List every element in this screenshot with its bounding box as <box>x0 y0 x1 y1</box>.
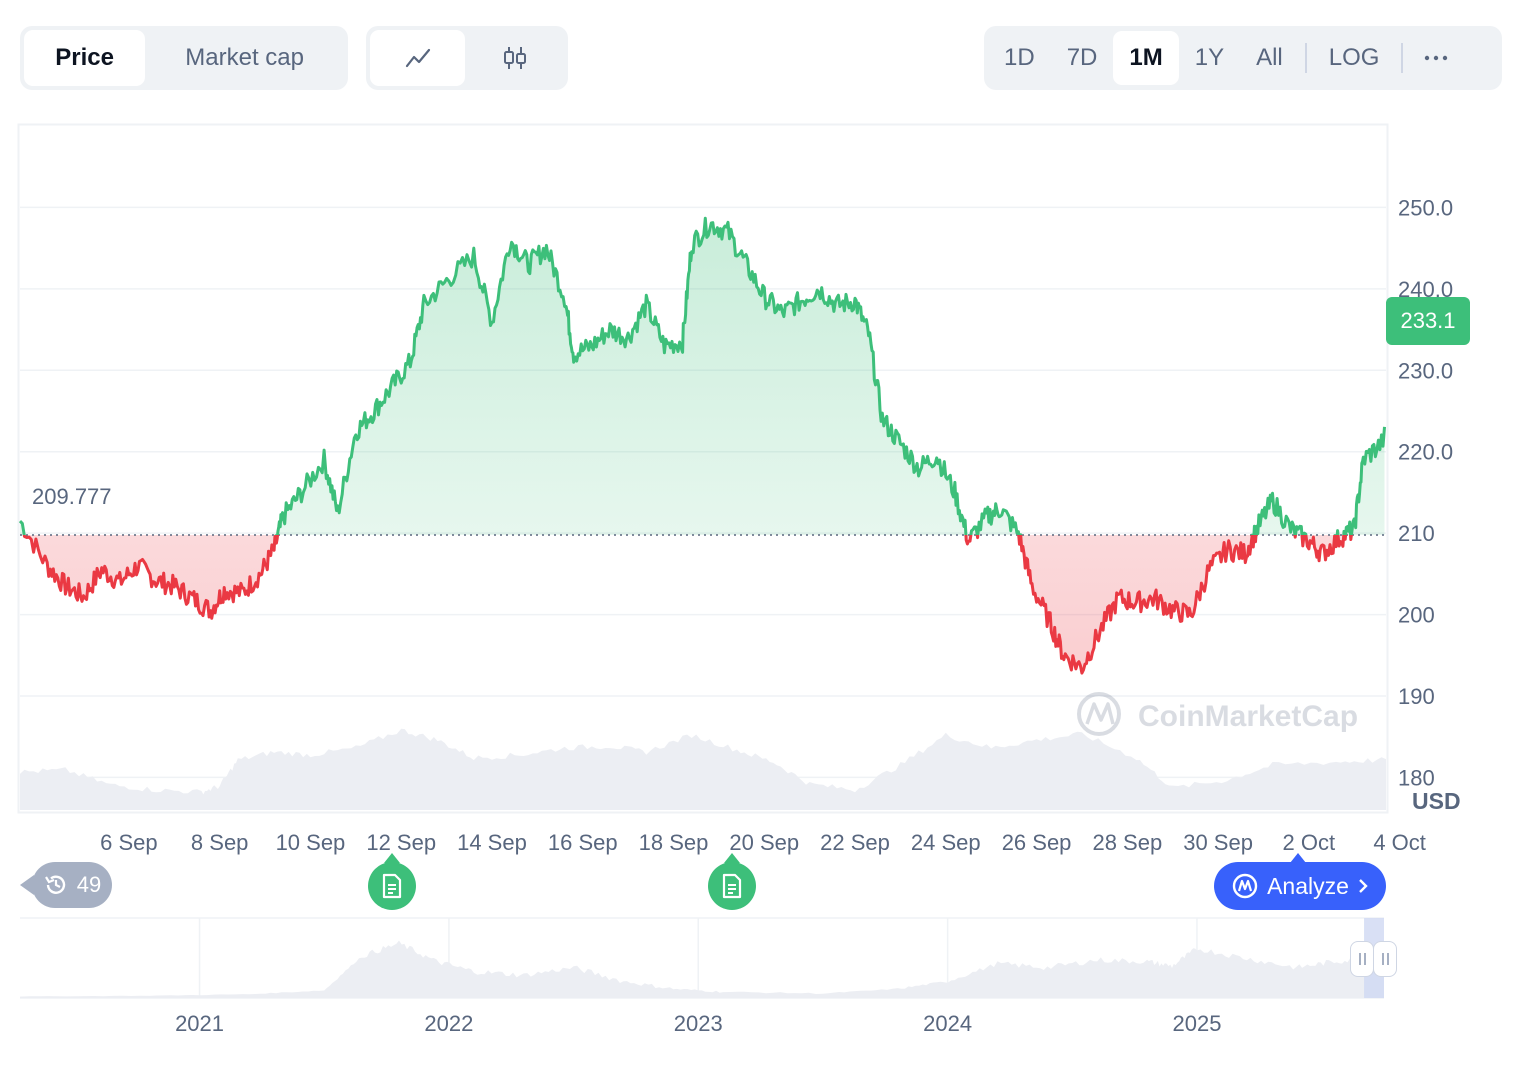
overview-year-label: 2022 <box>424 1011 473 1036</box>
timeframe-1m-button[interactable]: 1M <box>1113 31 1179 85</box>
y-tick-label: 230.0 <box>1398 358 1453 383</box>
timeframe-all-button[interactable]: All <box>1256 44 1283 71</box>
currency-label: USD <box>1412 788 1461 814</box>
toolbar-divider <box>1401 43 1404 73</box>
x-tick-label: 14 Sep <box>457 830 527 855</box>
x-tick-label: 8 Sep <box>191 830 249 855</box>
y-tick-label: 210 <box>1398 521 1435 546</box>
overview-year-label: 2023 <box>674 1011 723 1036</box>
coinmarketcap-watermark: CoinMarketCap <box>1077 692 1358 736</box>
x-tick-label: 18 Sep <box>639 830 709 855</box>
candlestick-button[interactable] <box>465 30 564 86</box>
timeframe-1y-button[interactable]: 1Y <box>1194 44 1225 71</box>
x-tick-label: 26 Sep <box>1002 830 1072 855</box>
toolbar-divider <box>1304 43 1307 73</box>
history-count: 49 <box>76 872 102 897</box>
price-line <box>18 216 1386 675</box>
timeframe-1d-button[interactable]: 1D <box>1004 44 1035 71</box>
event-marker[interactable] <box>708 853 757 910</box>
x-tick-label: 4 Oct <box>1373 830 1426 855</box>
price-line-below <box>22 534 1353 675</box>
chevron-right-icon <box>1359 879 1368 893</box>
log-scale-button[interactable]: LOG <box>1328 44 1380 71</box>
overview-year-label: 2025 <box>1173 1011 1222 1036</box>
x-tick-label: 6 Sep <box>100 830 158 855</box>
plot-frame <box>17 123 1389 814</box>
line-chart-button[interactable] <box>370 30 466 86</box>
price-area <box>20 218 1385 674</box>
candlestick-icon <box>503 47 526 69</box>
event-marker[interactable] <box>368 853 417 910</box>
overview-area <box>20 940 1384 998</box>
document-icon <box>723 873 742 899</box>
range-handle-left[interactable] <box>1350 941 1374 977</box>
price-tab[interactable]: Price <box>24 30 146 86</box>
market-cap-tab[interactable]: Market cap <box>185 44 304 71</box>
overview-year-label: 2024 <box>923 1011 972 1036</box>
x-tick-label: 24 Sep <box>911 830 981 855</box>
x-tick-label: 22 Sep <box>820 830 890 855</box>
timeframe-7d-button[interactable]: 7D <box>1066 44 1098 71</box>
more-options-button[interactable] <box>1409 31 1463 85</box>
volume-area <box>20 728 1386 810</box>
more-icon <box>1425 55 1448 61</box>
y-tick-label: 180 <box>1398 765 1435 790</box>
overview-year-label: 2021 <box>175 1011 224 1036</box>
x-axis: 6 Sep 8 Sep 10 Sep 12 Sep 14 Sep 16 Sep 18 Sep… <box>100 830 1426 855</box>
history-icon <box>44 875 65 894</box>
line-chart-icon <box>405 48 430 68</box>
current-price-tag: 233.1 <box>1386 297 1470 345</box>
volume-bars <box>20 728 1386 810</box>
x-tick-label: 20 Sep <box>729 830 799 855</box>
x-tick-label: 12 Sep <box>366 830 436 855</box>
reference-value-label: 209.777 <box>22 478 122 516</box>
price-line-above <box>18 216 1386 535</box>
y-tick-label: 250.0 <box>1398 195 1453 220</box>
analyze-button[interactable]: Analyze <box>1214 853 1386 910</box>
area-above-reference <box>20 218 1385 535</box>
watermark-text: CoinMarketCap <box>1138 700 1358 733</box>
x-tick-label: 30 Sep <box>1183 830 1253 855</box>
metric-toggle: Price Market cap <box>20 26 348 90</box>
analyze-label: Analyze <box>1267 872 1349 899</box>
y-tick-label: 190 <box>1398 684 1435 709</box>
document-icon <box>383 873 402 899</box>
history-badge[interactable]: 49 <box>20 862 112 908</box>
x-tick-label: 16 Sep <box>548 830 618 855</box>
timeframe-toolbar: 1D 7D 1M 1Y All LOG <box>984 26 1502 90</box>
y-tick-label: 200 <box>1398 603 1435 628</box>
coinmarketcap-logo-icon <box>1232 873 1258 899</box>
range-overview[interactable]: 2021 2022 2023 2024 2025 <box>20 917 1384 1036</box>
chart-type-toggle <box>366 26 568 90</box>
x-tick-label: 10 Sep <box>276 830 346 855</box>
y-tick-label: 220.0 <box>1398 440 1453 465</box>
area-below-reference <box>20 534 1385 674</box>
x-tick-label: 2 Oct <box>1283 830 1336 855</box>
x-tick-label: 28 Sep <box>1092 830 1162 855</box>
range-handle-right[interactable] <box>1373 941 1397 977</box>
